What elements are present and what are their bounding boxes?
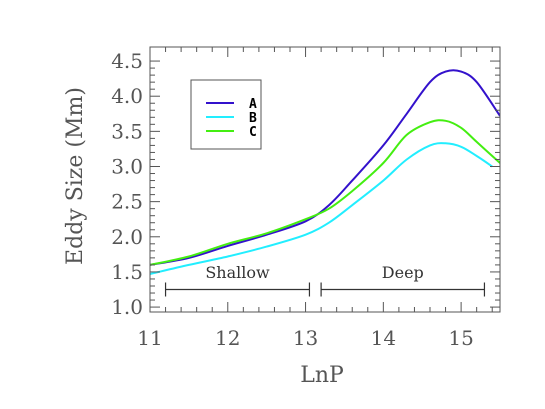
y-tick-label: 1.0 xyxy=(111,295,143,319)
plot-frame xyxy=(149,46,501,313)
y-tick-label: 2.5 xyxy=(111,190,143,214)
y-tick-label: 3.5 xyxy=(111,119,143,143)
legend-box xyxy=(190,79,262,150)
series-line-b xyxy=(150,142,493,275)
y-tick-label: 3.0 xyxy=(111,154,143,178)
y-tick-label: 2.0 xyxy=(111,225,143,249)
series-line-c xyxy=(150,119,500,266)
legend-label-b: B xyxy=(249,111,257,126)
y-tick-label: 1.5 xyxy=(111,260,143,284)
y-tick-label: 4.5 xyxy=(111,49,143,73)
y-tick-label: 4.0 xyxy=(111,84,143,108)
legend-label-a: A xyxy=(249,97,257,112)
range-bar-deep: Deep xyxy=(320,263,486,297)
range-label-deep: Deep xyxy=(382,263,424,282)
legend: ABC xyxy=(190,79,262,150)
x-tick-label: 11 xyxy=(137,326,162,350)
x-tick-label: 15 xyxy=(448,326,473,350)
range-bar-shallow: Shallow xyxy=(164,263,311,297)
x-tick-label: 12 xyxy=(215,326,240,350)
y-axis-title: Eddy Size (Mm) xyxy=(63,87,88,265)
x-tick-label: 13 xyxy=(293,326,318,350)
x-tick-label: 14 xyxy=(371,326,396,350)
x-axis-title: LnP xyxy=(300,363,344,388)
range-label-shallow: Shallow xyxy=(205,263,270,282)
series-line-a xyxy=(150,69,500,266)
legend-label-c: C xyxy=(249,125,257,140)
